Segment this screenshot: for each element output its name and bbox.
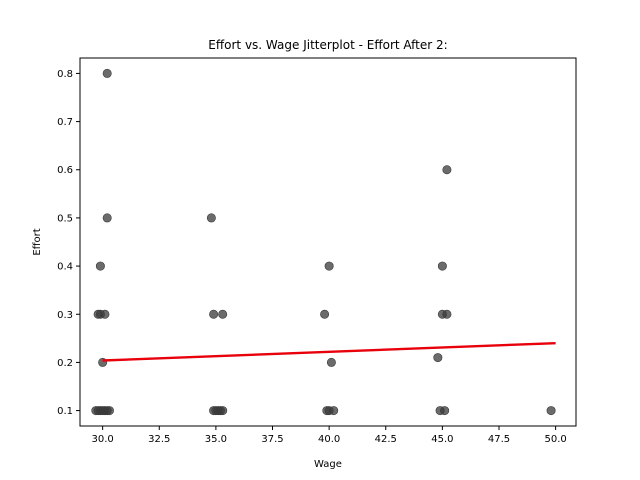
x-tick-label: 37.5	[261, 434, 283, 445]
data-point	[326, 357, 336, 367]
data-point	[442, 165, 452, 175]
x-tick-label: 30.0	[92, 434, 114, 445]
data-point	[320, 309, 330, 319]
data-point	[206, 213, 216, 223]
x-tick-label: 32.5	[148, 434, 170, 445]
y-tick-label: 0.6	[57, 165, 73, 176]
x-tick-label: 42.5	[375, 434, 397, 445]
y-tick-label: 0.5	[57, 213, 73, 224]
y-axis: 0.1 0.2 0.3 0.4 0.5 0.6 0.7 0.8	[57, 69, 80, 417]
y-tick-label: 0.2	[57, 358, 73, 369]
x-tick-label: 50.0	[544, 434, 566, 445]
y-tick-label: 0.3	[57, 310, 73, 321]
data-point	[95, 261, 105, 271]
data-point	[218, 309, 228, 319]
x-tick-label: 45.0	[431, 434, 453, 445]
y-axis-label: Effort	[32, 228, 43, 255]
chart-title: Effort vs. Wage Jitterplot - Effort Afte…	[208, 38, 447, 52]
x-tick-label: 40.0	[318, 434, 340, 445]
scatter-points	[91, 68, 556, 416]
x-axis-label: Wage	[314, 459, 342, 470]
x-axis: 30.0 32.5 35.0 37.5 40.0 42.5 45.0 47.5 50.0	[92, 426, 567, 445]
data-point	[437, 261, 447, 271]
plot-frame	[79, 57, 577, 427]
data-point	[218, 406, 228, 416]
data-point	[440, 406, 450, 416]
data-point	[102, 213, 112, 223]
trend-line	[102, 341, 556, 362]
x-tick-label: 47.5	[488, 434, 510, 445]
y-tick-label: 0.1	[57, 406, 73, 417]
x-tick-label: 35.0	[205, 434, 227, 445]
data-point	[433, 353, 443, 363]
data-point	[209, 309, 219, 319]
y-tick-label: 0.4	[57, 262, 73, 273]
data-point	[104, 406, 114, 416]
data-point	[324, 261, 334, 271]
data-point	[442, 309, 452, 319]
trend-line-group	[102, 341, 556, 362]
y-tick-label: 0.7	[57, 117, 73, 128]
data-point	[102, 68, 112, 78]
data-point	[546, 406, 556, 416]
y-tick-label: 0.8	[57, 69, 73, 80]
data-point	[100, 309, 110, 319]
data-point	[329, 406, 339, 416]
